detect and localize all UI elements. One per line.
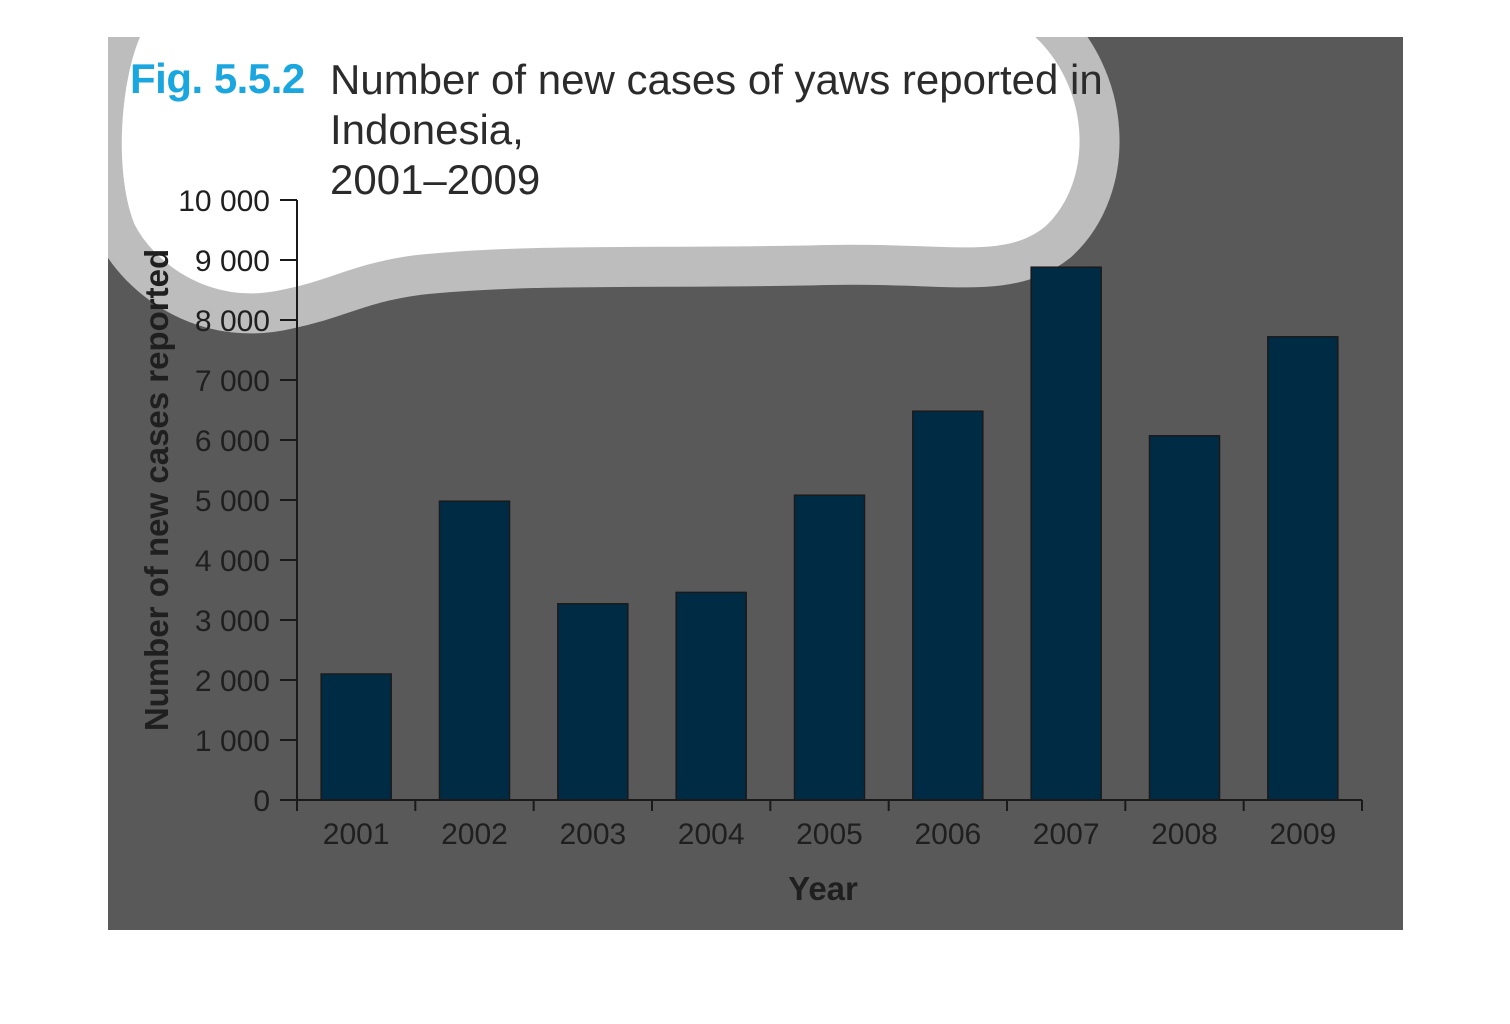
y-tick-label: 2 000 — [195, 665, 270, 698]
y-tick-label: 7 000 — [195, 365, 270, 398]
x-tick-label-2006: 2006 — [914, 818, 981, 851]
x-tick-label-2003: 2003 — [559, 818, 626, 851]
bar-2002 — [438, 500, 511, 801]
figure-number: Fig. 5.5.2 — [130, 55, 305, 102]
bar-2003 — [557, 603, 629, 801]
x-tick-label-2002: 2002 — [441, 818, 508, 851]
bar-2009 — [1267, 336, 1339, 801]
figure-title-line-1: Number of new cases of yaws reported in … — [330, 56, 1103, 153]
bar-2008 — [1148, 435, 1221, 801]
x-axis-title: Year — [788, 870, 858, 907]
y-tick-label: 0 — [253, 785, 270, 818]
y-axis-title: Number of new cases reported — [138, 248, 175, 732]
y-tick-label: 5 000 — [195, 485, 270, 518]
y-tick-label: 9 000 — [195, 245, 270, 278]
bar-2001 — [320, 673, 392, 801]
title-highlight-cloud — [108, 37, 1120, 334]
y-tick-label: 8 000 — [195, 305, 270, 338]
bar-chart: 0 1 000 2 000 3 000 4 000 5 000 6 000 7 000 8 00… — [108, 37, 1363, 851]
x-tick-label-2005: 2005 — [796, 818, 863, 851]
x-tick-label-2009: 2009 — [1269, 818, 1336, 851]
y-tick-label: 1 000 — [195, 725, 270, 758]
x-tick-label-2001: 2001 — [323, 818, 390, 851]
figure-title: Number of new cases of yaws reported in … — [330, 55, 1290, 205]
x-tick-label-2008: 2008 — [1151, 818, 1218, 851]
bar-2007 — [1030, 266, 1102, 801]
x-tick-label-2004: 2004 — [678, 818, 745, 851]
y-tick-label: 6 000 — [195, 425, 270, 458]
y-tick-label: 10 000 — [178, 185, 270, 218]
bar-2005 — [793, 494, 866, 801]
x-tick-label-2007: 2007 — [1033, 818, 1100, 851]
figure-title-line-2: 2001–2009 — [330, 156, 541, 203]
chart-panel: 0 1 000 2 000 3 000 4 000 5 000 6 000 7 000 8 00… — [108, 37, 1403, 930]
y-tick-label: 4 000 — [195, 545, 270, 578]
bar-2004 — [675, 591, 747, 801]
y-tick-label: 3 000 — [195, 605, 270, 638]
bar-2006 — [912, 410, 984, 801]
